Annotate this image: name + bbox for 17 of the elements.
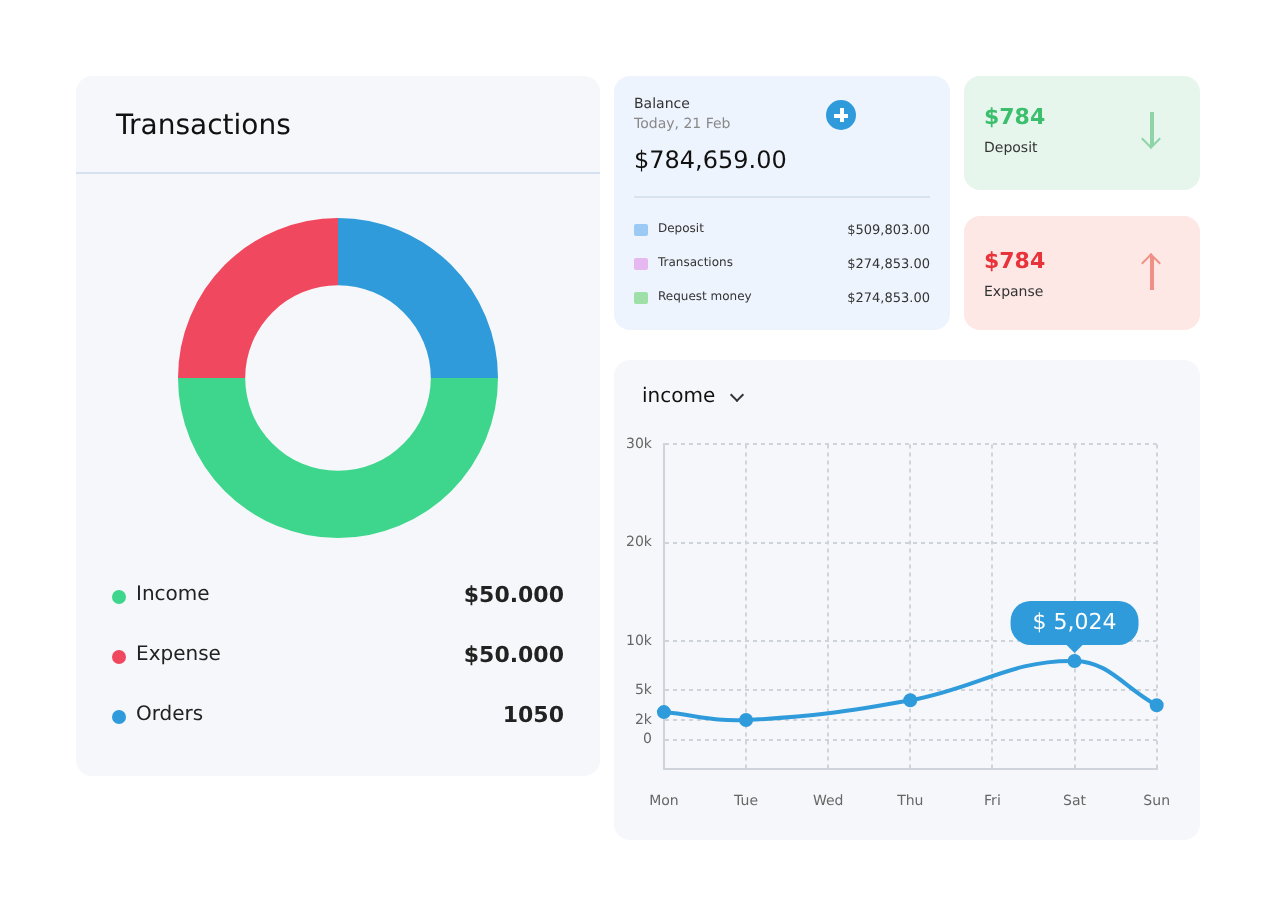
legend-label: Income bbox=[136, 584, 210, 606]
chart-title: Transactions bbox=[116, 110, 291, 142]
point bbox=[1067, 653, 1082, 668]
point bbox=[656, 705, 671, 720]
text: $784 bbox=[984, 104, 1046, 130]
point bbox=[903, 693, 918, 708]
text: 1050 bbox=[502, 702, 564, 728]
point bbox=[739, 712, 754, 727]
text: $50.000 bbox=[463, 582, 564, 608]
legend-label: Expense bbox=[136, 644, 221, 666]
point bbox=[1149, 698, 1164, 713]
legend-label: Orders bbox=[136, 704, 204, 726]
chart-title: income bbox=[642, 386, 716, 408]
text: $50.000 bbox=[463, 642, 564, 668]
text: $784 bbox=[984, 248, 1046, 274]
text: $784,659.00 bbox=[634, 146, 787, 174]
annotation: $ 5,024 bbox=[1032, 608, 1117, 635]
